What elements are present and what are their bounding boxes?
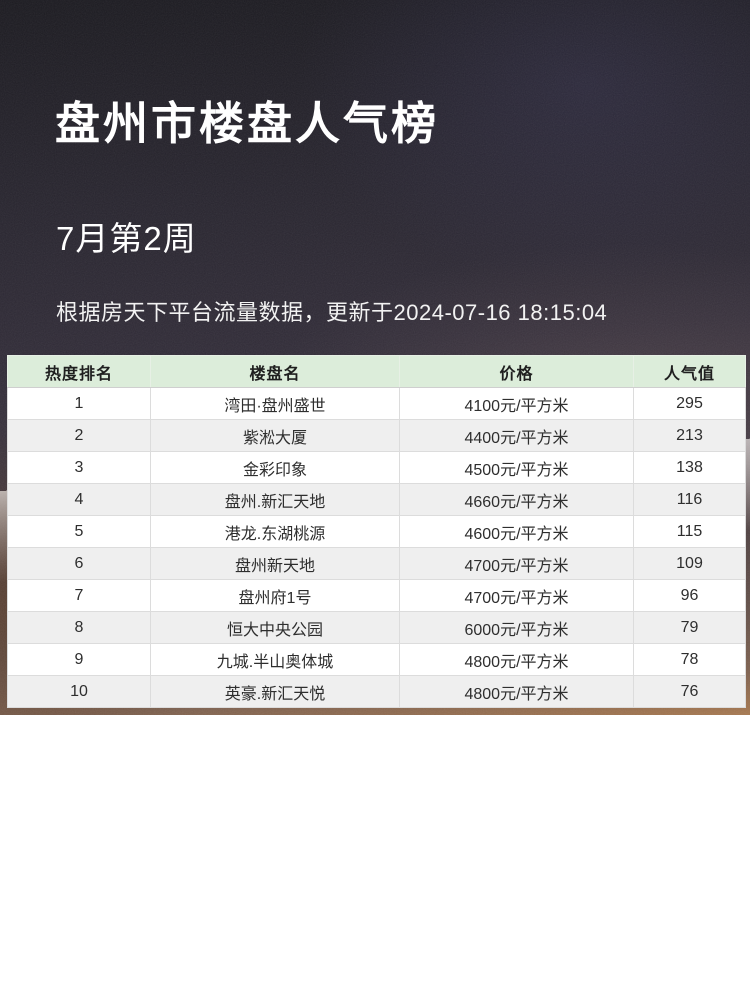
rank-cell: 4 bbox=[7, 483, 151, 516]
price-cell: 4700元/平方米 bbox=[399, 579, 634, 612]
column-header-price: 价格 bbox=[399, 355, 634, 388]
price-cell: 4600元/平方米 bbox=[399, 515, 634, 548]
rank-cell: 3 bbox=[7, 451, 151, 484]
name-cell: 恒大中央公园 bbox=[150, 611, 400, 644]
popularity-cell: 109 bbox=[633, 547, 746, 580]
column-header-popularity: 人气值 bbox=[633, 355, 746, 388]
name-cell: 盘州府1号 bbox=[150, 579, 400, 612]
ranking-table: 热度排名 楼盘名 价格 人气值 1 湾田·盘州盛世 4100元/平方米 2 9 5 … bbox=[7, 355, 746, 708]
ranking-table-header: 热度排名 楼盘名 价格 人气值 bbox=[7, 355, 746, 388]
column-header-rank: 热度排名 bbox=[7, 355, 151, 388]
price-cell: 4800元/平方米 bbox=[399, 675, 634, 708]
name-cell: 湾田·盘州盛世 bbox=[150, 387, 400, 420]
table-row: 10 英豪.新汇天悦 4800元/平方米 76 bbox=[7, 675, 746, 708]
column-header-name: 楼盘名 bbox=[150, 355, 400, 388]
rank-cell: 8 bbox=[7, 611, 151, 644]
popularity-cell: 138 bbox=[633, 451, 746, 484]
price-cell: 6000元/平方米 bbox=[399, 611, 634, 644]
name-cell: 九城.半山奥体城 bbox=[150, 643, 400, 676]
popularity-cell: 115 bbox=[633, 515, 746, 548]
rank-cell: 6 bbox=[7, 547, 151, 580]
rank-cell: 10 bbox=[7, 675, 151, 708]
data-source-note: 根据房天下平台流量数据，更新于2024-07-16 18:15:04 bbox=[56, 300, 608, 325]
page-title: 盘州市楼盘人气榜 bbox=[55, 98, 440, 149]
popularity-cell: 213 bbox=[633, 419, 746, 452]
header-row: 热度排名 楼盘名 价格 人气值 bbox=[7, 355, 746, 388]
name-cell: 金彩印象 bbox=[150, 451, 400, 484]
period-subtitle: 7月第2周 bbox=[56, 220, 197, 257]
rank-cell: 9 bbox=[7, 643, 151, 676]
table-row: 7 盘州府1号 4700元/平方米 96 bbox=[7, 579, 746, 612]
name-cell: 港龙.东湖桃源 bbox=[150, 515, 400, 548]
table-row: 4 盘州.新汇天地 4660元/平方米 116 bbox=[7, 483, 746, 516]
name-cell: 盘州.新汇天地 bbox=[150, 483, 400, 516]
rank-cell: 2 bbox=[7, 419, 151, 452]
table-row: 8 恒大中央公园 6000元/平方米 79 bbox=[7, 611, 746, 644]
rank-cell: 1 bbox=[7, 387, 151, 420]
name-cell: 盘州新天地 bbox=[150, 547, 400, 580]
price-cell: 4700元/平方米 bbox=[399, 547, 634, 580]
rank-cell: 7 bbox=[7, 579, 151, 612]
price-cell: 4400元/平方米 bbox=[399, 419, 634, 452]
name-cell: 英豪.新汇天悦 bbox=[150, 675, 400, 708]
table-row: 5 港龙.东湖桃源 4600元/平方米 115 bbox=[7, 515, 746, 548]
price-cell: 4100元/平方米 bbox=[399, 387, 634, 420]
rank-cell: 5 bbox=[7, 515, 151, 548]
ranking-table-body: 1 湾田·盘州盛世 4100元/平方米 295 2 紫淞大厦 4400元/平方米… bbox=[7, 387, 746, 708]
table-row: 9 九城.半山奥体城 4800元/平方米 78 bbox=[7, 643, 746, 676]
popularity-cell: 116 bbox=[633, 483, 746, 516]
popularity-cell: 76 bbox=[633, 675, 746, 708]
price-cell: 4800元/平方米 bbox=[399, 643, 634, 676]
popularity-cell: 78 bbox=[633, 643, 746, 676]
table-row: 3 金彩印象 4500元/平方米 138 bbox=[7, 451, 746, 484]
popularity-cell: 295 bbox=[633, 387, 746, 420]
popularity-cell: 79 bbox=[633, 611, 746, 644]
price-cell: 4500元/平方米 bbox=[399, 451, 634, 484]
price-cell: 4660元/平方米 bbox=[399, 483, 634, 516]
name-cell: 紫淞大厦 bbox=[150, 419, 400, 452]
table-row: 2 紫淞大厦 4400元/平方米 213 bbox=[7, 419, 746, 452]
table-row: 6 盘州新天地 4700元/平方米 109 bbox=[7, 547, 746, 580]
popularity-cell: 96 bbox=[633, 579, 746, 612]
table-row: 1 湾田·盘州盛世 4100元/平方米 295 bbox=[7, 387, 746, 420]
